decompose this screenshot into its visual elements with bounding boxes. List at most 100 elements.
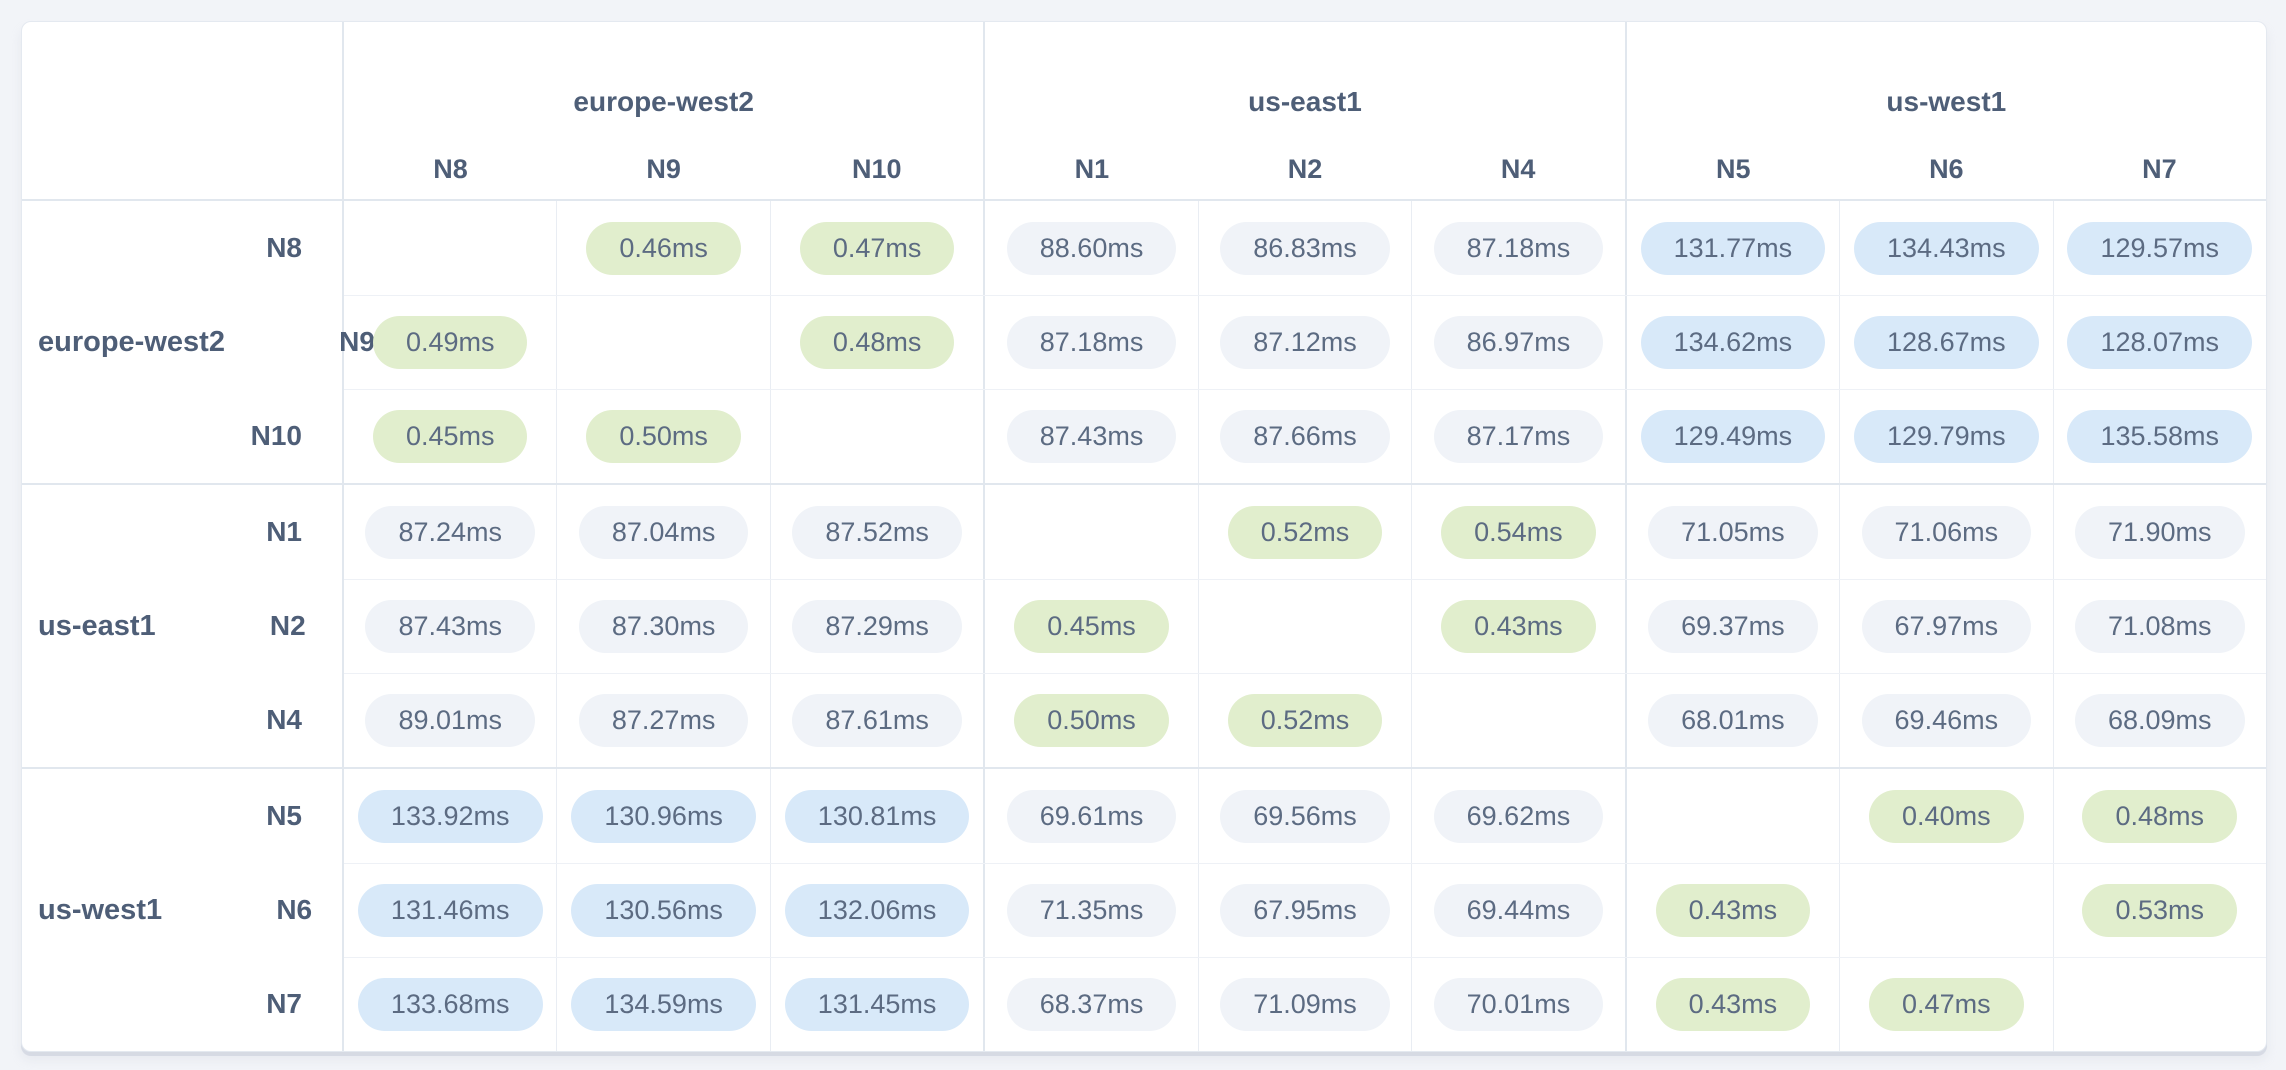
latency-pill-N6-N5: 0.43ms: [1655, 884, 1811, 937]
latency-cell-N10-N4: 87.17ms: [1411, 390, 1624, 483]
latency-cell-N4-N4: [1411, 674, 1624, 767]
latency-pill-N6-N9: 130.56ms: [571, 884, 756, 937]
latency-cell-N7-N7: [2052, 958, 2266, 1051]
latency-pill-N6-N1: 71.35ms: [1006, 884, 1177, 937]
latency-pill-N2-N6: 67.97ms: [1861, 600, 2032, 653]
latency-pill-N9-N6: 128.67ms: [1854, 316, 2039, 369]
latency-cell-N10-N1: 87.43ms: [985, 390, 1197, 483]
latency-cell-N6-N9: 130.56ms: [556, 864, 769, 957]
cell-group-N9-us-east1: 87.18ms 87.12ms 86.97ms: [985, 296, 1627, 389]
row-region-label-us-east1: [22, 673, 152, 767]
latency-cell-N9-N4: 86.97ms: [1411, 296, 1624, 389]
latency-cell-N10-N5: 129.49ms: [1627, 390, 1839, 483]
latency-pill-N9-N7: 128.07ms: [2067, 316, 2253, 369]
column-node-header-N7: N7: [2142, 154, 2177, 184]
row-node-label-N5: N5: [266, 800, 302, 831]
latency-cell-N10-N7: 135.58ms: [2052, 390, 2266, 483]
latency-cell-N1-N1: [985, 485, 1197, 579]
latency-pill-N8-N10: 0.47ms: [799, 221, 955, 275]
latency-pill-N7-N1: 68.37ms: [1006, 978, 1177, 1031]
latency-pill-N7-N5: 0.43ms: [1655, 978, 1811, 1031]
cell-group-N2-europe-west2: 87.43ms 87.30ms 87.29ms: [344, 580, 986, 673]
latency-cell-N8-N1: 88.60ms: [985, 201, 1197, 295]
row-region-label-us-east1: [22, 485, 152, 579]
row-node-label-N4: N4: [266, 704, 302, 735]
latency-cell-N9-N10: 0.48ms: [769, 296, 983, 389]
cell-group-N1-europe-west2: 87.24ms 87.04ms 87.52ms: [344, 485, 986, 579]
row-data-N5: 133.92ms 130.96ms 130.81ms 69.61ms 69.56ms 69…: [344, 769, 2266, 863]
column-node-header-N4: N4: [1500, 154, 1536, 184]
latency-pill-N8-N2: 86.83ms: [1220, 221, 1390, 275]
latency-cell-N2-N10: 87.29ms: [769, 580, 983, 673]
row-group-europe-west2: N8 0.46ms 0.47ms 88.60ms 86.83ms 87.18ms 131.7…: [22, 201, 2266, 483]
latency-pill-N2-N10: 87.29ms: [792, 600, 962, 653]
column-group-europe-west2: europe-west2 N8 N9 N10: [344, 22, 986, 199]
latency-pill-N1-N5: 71.05ms: [1648, 505, 1818, 559]
column-node-labels: N5 N6 N7: [1627, 154, 2266, 185]
row-group-us-east1: N1 87.24ms 87.04ms 87.52ms 0.52ms 0.54ms 71.05…: [22, 483, 2266, 767]
latency-pill-N1-N2: 0.52ms: [1227, 505, 1383, 559]
cell-group-N7-us-west1: 0.43ms 0.47ms: [1627, 958, 2266, 1051]
latency-cell-N8-N9: 0.46ms: [556, 201, 769, 295]
matrix-row-N5: N5 133.92ms 130.96ms 130.81ms 69.61ms 69.56ms…: [22, 769, 2266, 863]
row-node-label-N2: N2: [269, 610, 306, 641]
latency-cell-N2-N4: 0.43ms: [1411, 580, 1624, 673]
latency-pill-N5-N2: 69.56ms: [1220, 789, 1390, 843]
row-label-cell-N5: N5: [22, 769, 344, 863]
latency-pill-N9-N5: 134.62ms: [1640, 316, 1826, 369]
latency-cell-N6-N7: 0.53ms: [2052, 864, 2266, 957]
cell-group-N4-us-east1: 0.50ms 0.52ms: [985, 674, 1627, 767]
latency-pill-N4-N1: 0.50ms: [1014, 694, 1169, 747]
latency-cell-N1-N10: 87.52ms: [769, 485, 983, 579]
column-node-header-N10: N10: [852, 154, 902, 184]
latency-pill-N8-N4: 87.18ms: [1433, 221, 1604, 275]
latency-pill-N9-N2: 87.12ms: [1220, 316, 1390, 369]
row-data-N7: 133.68ms 134.59ms 131.45ms 68.37ms 71.09ms 70…: [344, 957, 2266, 1051]
latency-pill-N9-N1: 87.18ms: [1006, 316, 1177, 369]
column-region-header-europe-west2: europe-west2: [573, 86, 754, 117]
latency-pill-N7-N2: 71.09ms: [1220, 978, 1390, 1031]
latency-cell-N2-N5: 69.37ms: [1627, 580, 1839, 673]
latency-cell-N7-N9: 134.59ms: [556, 958, 769, 1051]
latency-pill-N4-N9: 87.27ms: [578, 694, 749, 747]
latency-pill-N5-N10: 130.81ms: [784, 789, 970, 843]
latency-pill-N7-N9: 134.59ms: [571, 978, 756, 1031]
latency-pill-N8-N1: 88.60ms: [1006, 221, 1177, 275]
latency-pill-N1-N8: 87.24ms: [365, 505, 535, 559]
latency-cell-N7-N4: 70.01ms: [1411, 958, 1624, 1051]
matrix-body: N8 0.46ms 0.47ms 88.60ms 86.83ms 87.18ms 131.7…: [22, 201, 2266, 1051]
latency-pill-N4-N10: 87.61ms: [792, 694, 962, 747]
cell-group-N7-europe-west2: 133.68ms 134.59ms 131.45ms: [344, 958, 986, 1051]
cell-group-N6-europe-west2: 131.46ms 130.56ms 132.06ms: [344, 864, 986, 957]
row-label-cell-N6: us-west1 N6: [22, 863, 344, 957]
cell-group-N2-us-east1: 0.45ms 0.43ms: [985, 580, 1627, 673]
latency-cell-N4-N7: 68.09ms: [2052, 674, 2266, 767]
matrix-row-N1: N1 87.24ms 87.04ms 87.52ms 0.52ms 0.54ms 71.05…: [22, 485, 2266, 579]
latency-pill-N1-N7: 71.90ms: [2074, 505, 2245, 559]
row-region-label-europe-west2: [22, 389, 152, 483]
latency-cell-N8-N10: 0.47ms: [769, 201, 983, 295]
latency-pill-N5-N4: 69.62ms: [1433, 789, 1604, 843]
latency-cell-N9-N9: [556, 296, 769, 389]
latency-pill-N10-N1: 87.43ms: [1006, 410, 1177, 463]
cell-group-N4-europe-west2: 89.01ms 87.27ms 87.61ms: [344, 674, 986, 767]
latency-cell-N5-N6: 0.40ms: [1839, 769, 2052, 863]
column-node-header-N5: N5: [1715, 154, 1751, 184]
row-node-label-N6: N6: [276, 894, 313, 925]
latency-cell-N9-N2: 87.12ms: [1197, 296, 1411, 389]
latency-cell-N5-N5: [1627, 769, 1839, 863]
latency-cell-N1-N9: 87.04ms: [556, 485, 769, 579]
latency-cell-N9-N8: 0.49ms: [344, 296, 556, 389]
latency-cell-N4-N1: 0.50ms: [985, 674, 1197, 767]
row-label-cell-N8: N8: [22, 201, 344, 295]
latency-pill-N1-N4: 0.54ms: [1441, 505, 1596, 559]
latency-cell-N9-N5: 134.62ms: [1627, 296, 1839, 389]
cell-group-N6-us-east1: 71.35ms 67.95ms 69.44ms: [985, 864, 1627, 957]
latency-pill-N6-N4: 69.44ms: [1433, 884, 1604, 937]
latency-cell-N10-N9: 0.50ms: [556, 390, 769, 483]
row-data-N9: 0.49ms 0.48ms 87.18ms 87.12ms 86.97ms 134.62m…: [344, 295, 2266, 389]
latency-cell-N4-N6: 69.46ms: [1839, 674, 2052, 767]
matrix-row-N6: us-west1 N6 131.46ms 130.56ms 132.06ms 71.35m…: [22, 863, 2266, 957]
cell-group-N8-us-east1: 88.60ms 86.83ms 87.18ms: [985, 201, 1627, 295]
column-node-header-N9: N9: [646, 154, 681, 184]
